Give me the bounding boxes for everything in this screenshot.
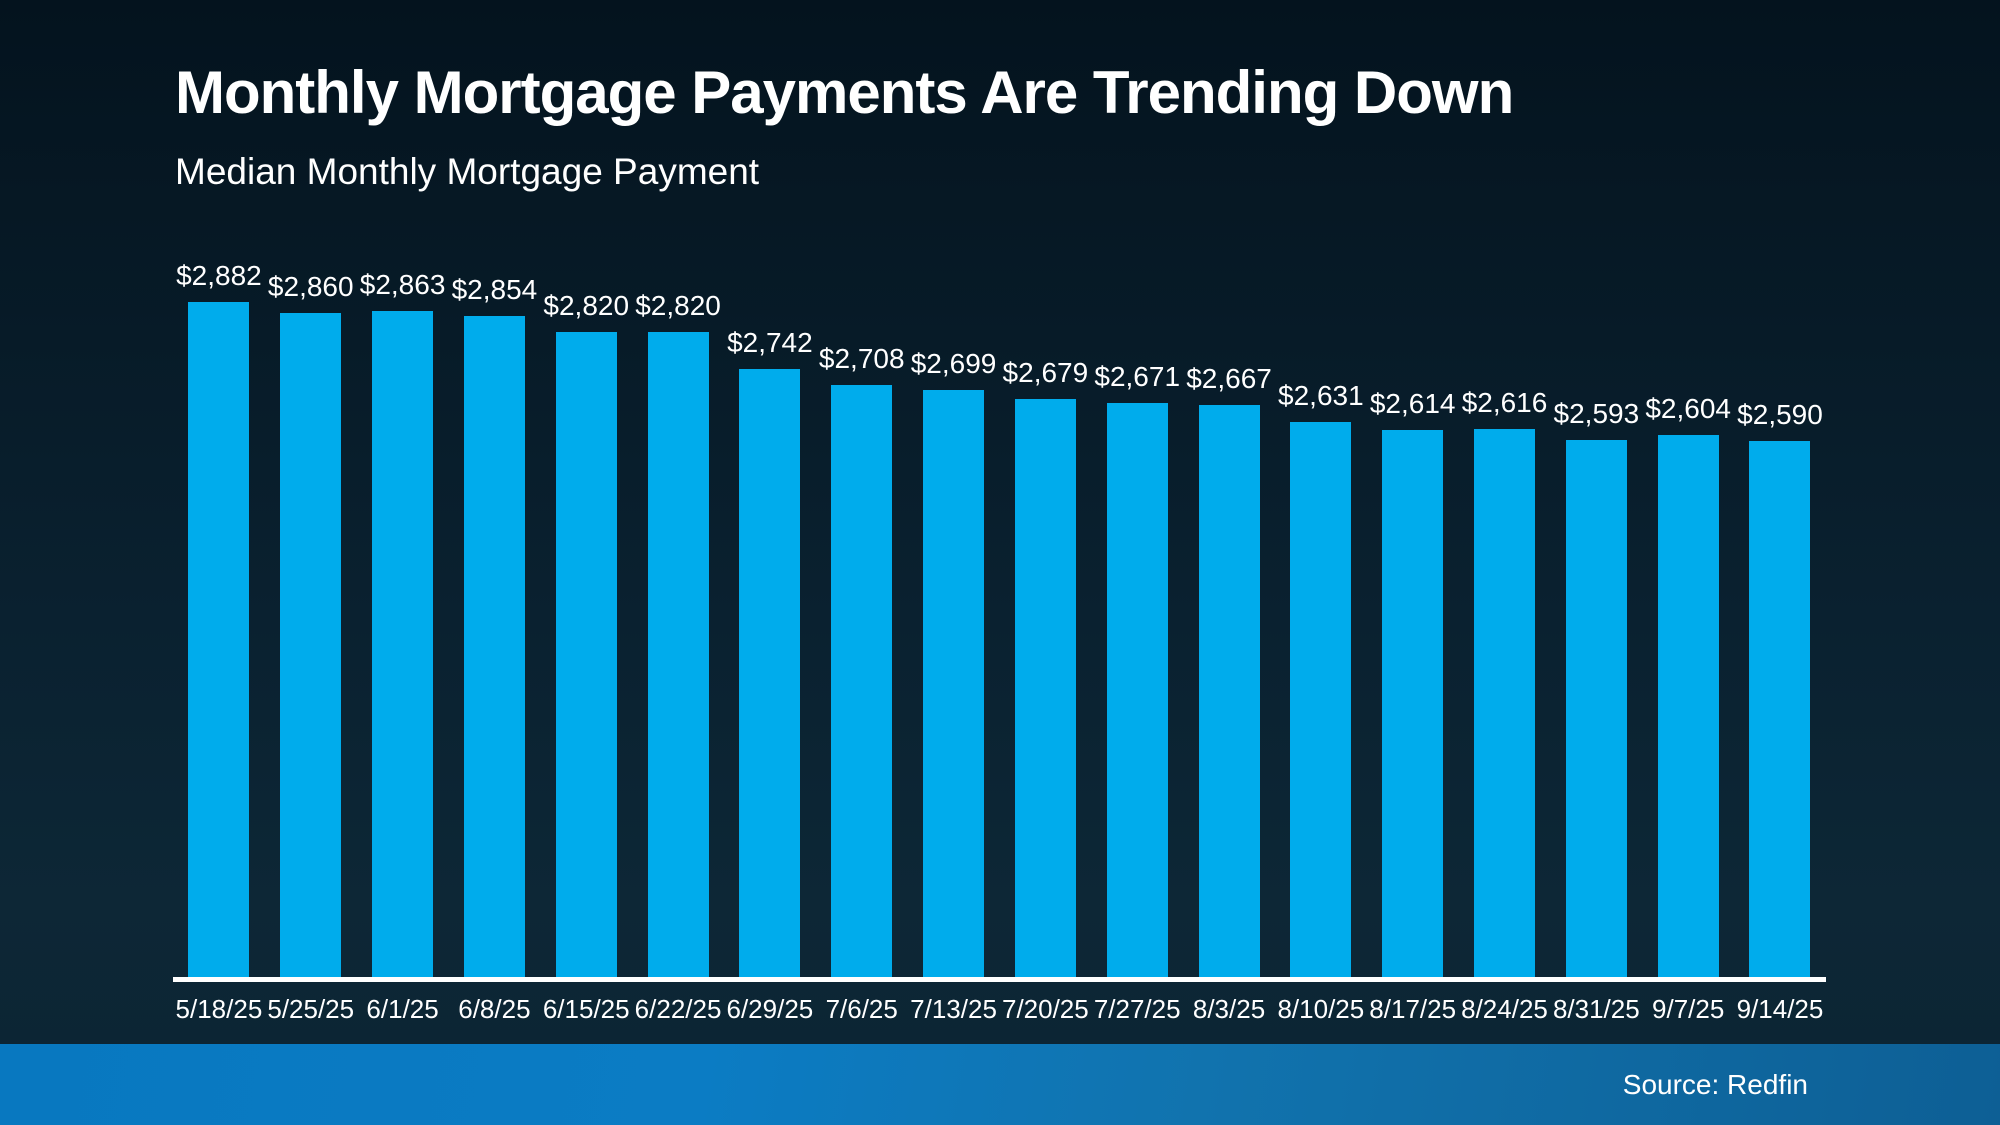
bar: [188, 302, 250, 977]
bar: [739, 369, 801, 977]
bars-row: $2,882 $2,860 $2,863 $2,854 $2,820 $2,820 $2,7…: [173, 0, 1826, 977]
bar: [1749, 441, 1811, 977]
bar-cell: $2,860: [265, 0, 357, 977]
bar-cell: $2,667: [1183, 0, 1275, 977]
bar-value-label: $2,820: [635, 290, 721, 321]
x-axis-tick-label: 8/3/25: [1192, 994, 1266, 1024]
bar: [831, 385, 893, 977]
bar-cell: $2,671: [1091, 0, 1183, 977]
x-axis-tick-label: 7/27/25: [1093, 994, 1181, 1024]
bar-value-label: $2,854: [451, 274, 538, 305]
bar-value-label: $2,604: [1645, 393, 1731, 424]
page-title: Monthly Mortgage Payments Are Trending D…: [175, 59, 1514, 126]
bar: [923, 390, 985, 977]
bar-cell: $2,820: [632, 0, 724, 977]
bar: [372, 311, 434, 977]
bar-cell: $2,863: [357, 0, 449, 977]
bar-value-label: $2,708: [818, 343, 905, 374]
source-attribution: Source: Redfin: [1622, 1068, 1808, 1100]
bar-value-label: $2,593: [1553, 398, 1640, 429]
x-axis-tick-label: 5/18/25: [175, 994, 263, 1024]
x-axis-tick-label: 9/7/25: [1652, 994, 1725, 1024]
bar-cell: $2,820: [540, 0, 632, 977]
bar: [463, 316, 525, 977]
bar-value-label: $2,860: [267, 271, 354, 302]
bar-cell: $2,882: [173, 0, 265, 977]
bar-cell: $2,604: [1642, 0, 1734, 977]
bar-value-label: $2,667: [1186, 363, 1272, 394]
bar-cell: $2,616: [1459, 0, 1551, 977]
bar-value-label: $2,631: [1278, 380, 1364, 411]
x-axis-tick-label: 8/24/25: [1461, 994, 1548, 1024]
bar: [1198, 405, 1260, 977]
bar: [280, 313, 342, 977]
bar: [647, 332, 709, 977]
bar-value-label: $2,616: [1461, 387, 1548, 418]
bar: [1290, 422, 1352, 977]
bar: [1014, 399, 1076, 977]
bar: [555, 332, 617, 977]
x-axis-tick-label: 8/10/25: [1277, 994, 1365, 1024]
x-axis-tick-label: 8/31/25: [1552, 994, 1640, 1024]
bar-value-label: $2,820: [543, 290, 630, 321]
bar-cell: $2,699: [908, 0, 1000, 977]
bar-value-label: $2,863: [359, 269, 446, 300]
x-axis-tick-label: 7/13/25: [910, 994, 997, 1024]
bar-value-label: $2,614: [1369, 388, 1456, 419]
bar-value-label: $2,679: [1002, 357, 1089, 388]
x-axis-tick-label: 7/6/25: [825, 994, 898, 1024]
bar-cell: $2,590: [1734, 0, 1826, 977]
bar-value-label: $2,590: [1737, 399, 1823, 430]
x-axis-tick-label: 6/1/25: [366, 994, 439, 1024]
bar-value-label: $2,742: [727, 327, 813, 358]
bar-cell: $2,614: [1367, 0, 1459, 977]
chart-subtitle: Median Monthly Mortgage Payment: [175, 151, 760, 192]
x-axis-labels: 5/18/25 5/25/25 6/1/25 6/8/25 6/15/25 6/22/25…: [173, 994, 1826, 1025]
bar-value-label: $2,882: [176, 260, 262, 291]
bar-cell: $2,708: [816, 0, 908, 977]
bar-cell: $2,679: [999, 0, 1091, 977]
chart-header: Monthly Mortgage Payments Are Trending D…: [175, 58, 1514, 193]
x-axis-tick-label: 6/29/25: [726, 994, 814, 1024]
x-axis-line: [173, 977, 1826, 982]
x-axis-tick-label: 9/14/25: [1736, 994, 1824, 1024]
bar: [1565, 440, 1627, 977]
x-axis-tick-label: 6/15/25: [542, 994, 630, 1024]
bar-cell: $2,631: [1275, 0, 1367, 977]
bar-cell: $2,593: [1550, 0, 1642, 977]
bar-value-label: $2,671: [1094, 361, 1181, 392]
x-axis-tick-label: 8/17/25: [1369, 994, 1457, 1024]
x-axis-tick-label: 6/22/25: [634, 994, 722, 1024]
bar: [1106, 403, 1168, 977]
bar-cell: $2,742: [724, 0, 816, 977]
x-axis-tick-label: 5/25/25: [267, 994, 355, 1024]
footer-strip: Source: Redfin: [0, 1044, 2000, 1125]
bar-value-label: $2,699: [910, 348, 997, 379]
bar-cell: $2,854: [448, 0, 540, 977]
bar: [1657, 435, 1719, 977]
bar: [1382, 430, 1444, 977]
x-axis-tick-label: 6/8/25: [458, 994, 531, 1024]
x-axis-tick-label: 7/20/25: [1001, 994, 1089, 1024]
bar: [1474, 429, 1535, 977]
